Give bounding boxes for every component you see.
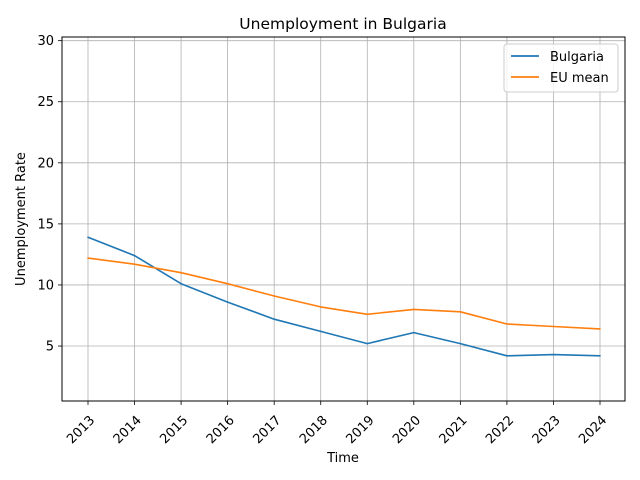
data-point-bulgaria-2020	[413, 331, 415, 334]
y-tick-label-15: 15	[37, 217, 54, 232]
x-axis-title: Time	[326, 451, 359, 466]
data-point-eu-mean-2021	[459, 311, 462, 313]
x-tick-label-2024: 2024	[576, 413, 610, 447]
x-tick-label-2017: 2017	[250, 413, 284, 447]
data-point-bulgaria-2014	[133, 254, 136, 257]
data-point-eu-mean-2024	[599, 328, 601, 330]
y-tick-label-5: 5	[46, 340, 54, 355]
data-point-eu-mean-2022	[506, 323, 508, 325]
series-lines	[87, 236, 601, 357]
x-axis: 2013 2014 2015 2016 2017 2018 2019 2020 2021 2022…	[64, 401, 610, 447]
data-point-bulgaria-2015	[180, 282, 182, 285]
data-point-eu-mean-2015	[180, 271, 182, 274]
data-point-eu-mean-2017	[273, 295, 275, 297]
x-tick-label-2013: 2013	[64, 413, 98, 447]
y-tick-label-20: 20	[37, 156, 54, 171]
data-point-bulgaria-2019	[366, 342, 369, 345]
data-point-bulgaria-2024	[599, 355, 601, 357]
data-point-eu-mean-2019	[366, 313, 369, 316]
plot-area-frame	[61, 36, 626, 402]
series-line-bulgaria	[87, 236, 601, 357]
x-tick-label-2020: 2020	[390, 413, 424, 447]
data-point-bulgaria-2022	[506, 355, 508, 357]
x-tick-label-2018: 2018	[297, 413, 331, 447]
y-axis-title: Unemployment Rate	[14, 152, 29, 286]
data-point-eu-mean-2014	[133, 263, 136, 265]
data-point-bulgaria-2013	[87, 236, 89, 239]
legend-label-bulgaria: Bulgaria	[550, 50, 604, 65]
data-point-eu-mean-2020	[413, 308, 415, 311]
data-point-eu-mean-2018	[319, 306, 322, 308]
x-tick-label-2014: 2014	[111, 413, 145, 447]
y-tick-label-30: 30	[37, 34, 54, 49]
x-tick-label-2021: 2021	[437, 413, 471, 447]
x-tick-label-2015: 2015	[157, 413, 191, 447]
x-tick-label-2019: 2019	[344, 413, 378, 447]
data-point-bulgaria-2021	[459, 342, 462, 345]
y-tick-label-25: 25	[37, 95, 54, 110]
legend: Bulgaria EU mean	[503, 43, 619, 93]
data-point-bulgaria-2023	[552, 353, 555, 356]
series-line-eu-mean	[87, 257, 601, 330]
data-point-bulgaria-2016	[226, 301, 229, 303]
data-point-eu-mean-2016	[226, 282, 229, 285]
data-point-eu-mean-2023	[552, 325, 555, 328]
data-point-bulgaria-2017	[273, 318, 275, 320]
legend-label-eu-mean: EU mean	[550, 71, 609, 86]
y-axis: 5 10 15 20 25 30	[37, 34, 62, 355]
chart-title: Unemployment in Bulgaria	[239, 15, 446, 33]
data-point-bulgaria-2018	[319, 330, 322, 333]
data-point-eu-mean-2013	[87, 257, 89, 259]
x-tick-label-2016: 2016	[204, 413, 238, 447]
x-tick-label-2023: 2023	[530, 413, 564, 447]
y-tick-label-10: 10	[37, 278, 54, 293]
x-tick-label-2022: 2022	[483, 413, 517, 447]
grid	[62, 37, 625, 401]
